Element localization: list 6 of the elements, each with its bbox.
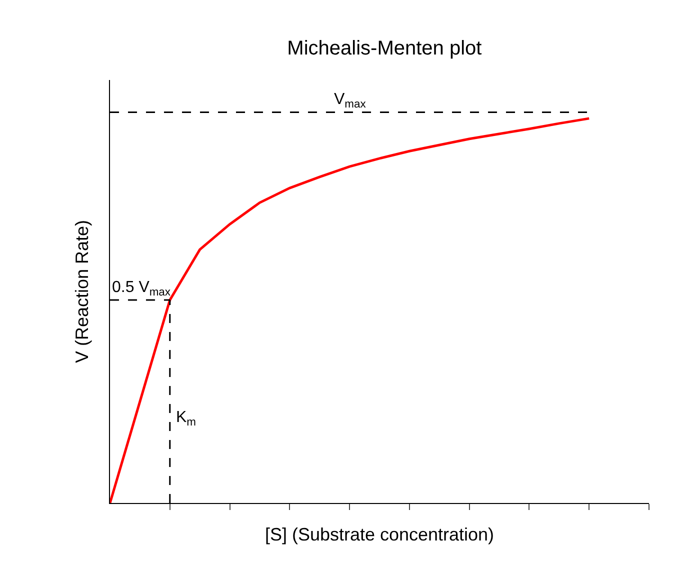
ref-line-label: 0.5 V$_{max}$ [112, 279, 171, 298]
x-axis-title: [S] (Substrate concentration) [264, 524, 494, 544]
ref-line-label: V$_{max}$ [334, 91, 366, 110]
annotation: K$_{m}$ [176, 409, 196, 428]
chart-title: Michealis-Menten plot [287, 37, 482, 60]
y-axis-title: V (Reaction Rate) [72, 220, 92, 364]
